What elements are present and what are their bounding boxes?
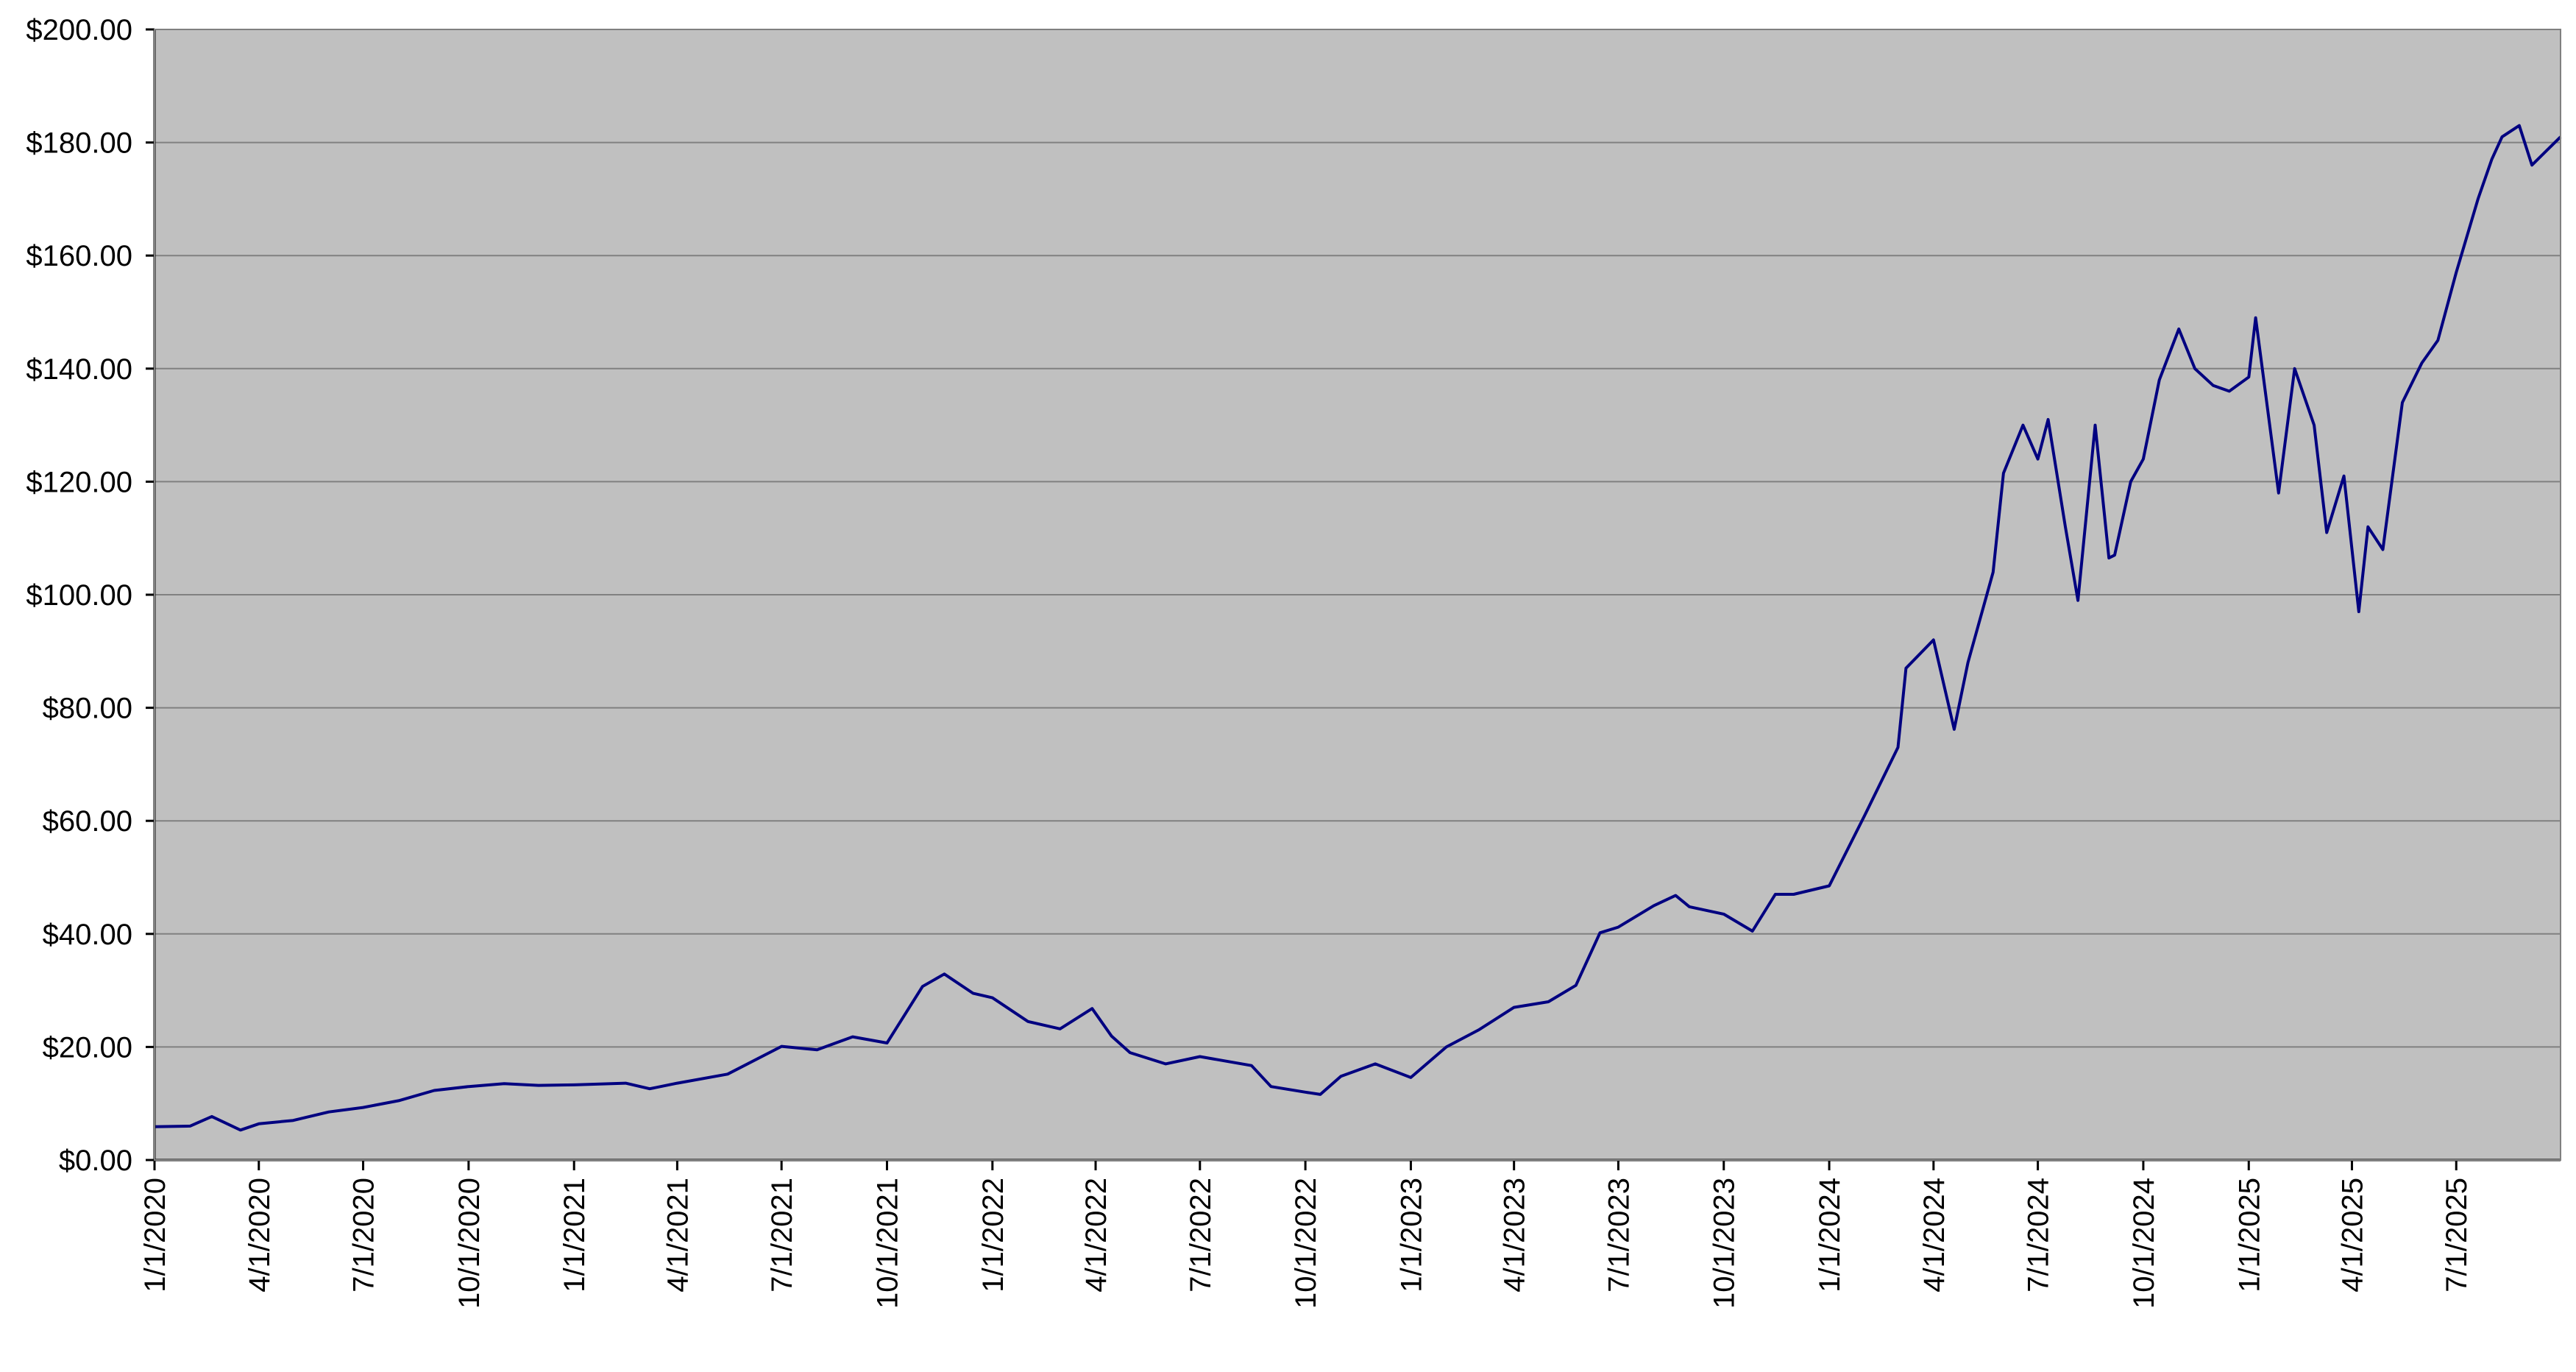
x-tick-label: 7/1/2020	[348, 1178, 380, 1293]
plot-area-border	[154, 29, 2561, 1161]
x-tick-label: 7/1/2022	[1185, 1178, 1217, 1293]
x-tick-label: 4/1/2025	[2336, 1178, 2369, 1293]
y-tick-label: $40.00	[43, 919, 132, 951]
x-tick-label: 7/1/2021	[766, 1178, 798, 1293]
x-axis-tick-marks	[153, 1160, 2458, 1170]
x-tick-label: 4/1/2022	[1080, 1178, 1113, 1293]
y-tick-label: $100.00	[26, 579, 132, 612]
x-tick-label: 4/1/2021	[661, 1178, 694, 1293]
x-tick-label: 1/1/2022	[977, 1178, 1010, 1293]
x-tick-label: 1/1/2024	[1814, 1178, 1846, 1293]
y-axis-tick-labels: $0.00 $20.00 $40.00 $60.00 $80.00 $100.00 $120…	[26, 14, 132, 1177]
x-axis-tick-labels: 1/1/2020 4/1/2020 7/1/2020 10/1/2020 1/1/202…	[139, 1178, 2473, 1309]
x-tick-label: 10/1/2020	[453, 1178, 486, 1309]
y-tick-label: $0.00	[59, 1145, 132, 1177]
x-tick-label: 1/1/2020	[139, 1178, 171, 1293]
x-tick-label: 10/1/2023	[1709, 1178, 1741, 1309]
x-tick-label: 4/1/2024	[1918, 1178, 1951, 1293]
y-tick-label: $20.00	[43, 1031, 132, 1064]
y-tick-label: $160.00	[26, 240, 132, 272]
x-tick-label: 1/1/2021	[558, 1178, 591, 1293]
x-tick-label: 7/1/2024	[2023, 1178, 2055, 1293]
x-tick-label: 1/1/2025	[2233, 1178, 2265, 1293]
x-tick-label: 7/1/2023	[1603, 1178, 1635, 1293]
x-tick-label: 4/1/2020	[244, 1178, 276, 1293]
y-tick-label: $120.00	[26, 466, 132, 498]
x-tick-label: 10/1/2024	[2128, 1178, 2160, 1309]
x-tick-label: 1/1/2023	[1395, 1178, 1427, 1293]
price-series-line	[154, 124, 2562, 1132]
x-tick-label: 10/1/2022	[1290, 1178, 1322, 1309]
y-tick-label: $60.00	[43, 805, 132, 838]
y-tick-label: $200.00	[26, 14, 132, 46]
x-tick-label: 4/1/2023	[1499, 1178, 1531, 1293]
y-tick-label: $80.00	[43, 693, 132, 725]
y-tick-label: $180.00	[26, 127, 132, 160]
x-tick-label: 7/1/2025	[2441, 1178, 2473, 1293]
y-tick-label: $140.00	[26, 353, 132, 386]
x-tick-label: 10/1/2021	[871, 1178, 904, 1309]
